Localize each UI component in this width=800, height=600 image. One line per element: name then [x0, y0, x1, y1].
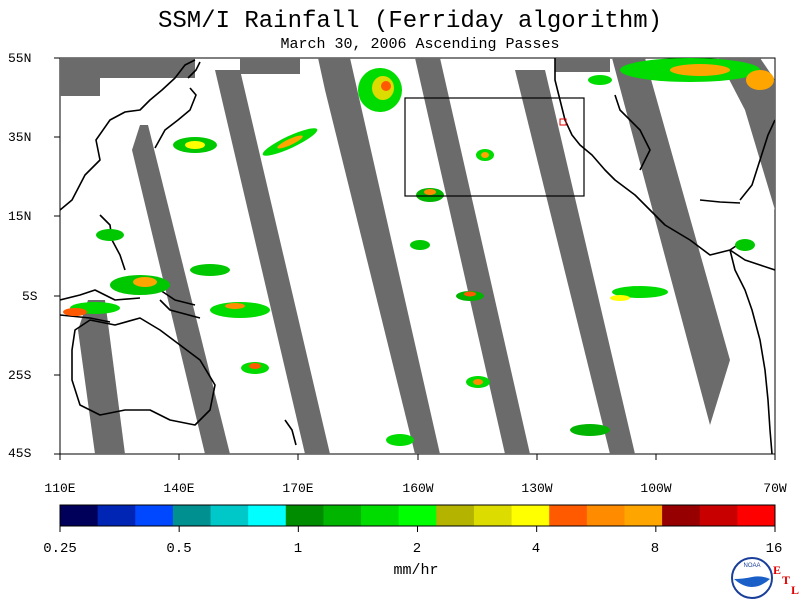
swath-3 [132, 125, 230, 454]
colorbar-tick-5: 8 [650, 541, 660, 557]
coastlines [60, 58, 775, 454]
colorbar-tick-6: 16 [765, 541, 783, 557]
swath-8 [612, 58, 730, 425]
colorbar-tick-2: 1 [293, 541, 303, 557]
lon-label-110e: 110E [44, 481, 76, 496]
lon-label-160w: 160W [402, 481, 434, 496]
chart-subtitle: March 30, 2006 Ascending Passes [280, 36, 560, 53]
chart-title: SSM/I Rainfall (Ferriday algorithm) [157, 8, 663, 35]
lon-label-130w: 130W [521, 481, 553, 496]
ice-cover-patches [60, 58, 610, 96]
swath-9 [718, 58, 775, 210]
swath-2 [78, 300, 125, 454]
colorbar-tick-3: 2 [412, 541, 422, 557]
highlight-box [404, 97, 585, 197]
lon-label-170e: 170E [282, 481, 314, 496]
lat-label-25s: 25S [8, 368, 32, 383]
no-data-swaths [60, 58, 775, 454]
lat-label-35n: 35N [8, 130, 32, 145]
logo-letter-t: T [782, 573, 791, 587]
swath-4 [215, 70, 330, 454]
rainfall-cells [63, 58, 774, 446]
colorbar-tick-4: 4 [531, 541, 541, 557]
lon-label-140e: 140E [163, 481, 195, 496]
lat-label-55n: 55N [8, 51, 32, 66]
lat-label-15n: 15N [8, 209, 32, 224]
lat-label-45s: 45S [8, 446, 32, 461]
logo-letter-l: L [791, 583, 800, 597]
colorbar-units: mm/hr [393, 562, 439, 579]
lat-label-5s: 5S [22, 289, 38, 304]
logo-letter-e: E [773, 563, 782, 577]
logo-name: NOAA [743, 563, 760, 569]
swath-6 [415, 58, 530, 454]
colorbar-tick-1: 0.5 [166, 541, 192, 557]
lon-label-100w: 100W [640, 481, 672, 496]
site-marker [559, 118, 567, 126]
swath-7 [515, 70, 635, 454]
lon-label-70w: 70W [763, 481, 787, 496]
colorbar-tick-0: 0.25 [43, 541, 77, 557]
axis-ticks [54, 57, 776, 460]
noaa-logo: NOAA [731, 557, 773, 599]
swath-5 [318, 58, 440, 454]
